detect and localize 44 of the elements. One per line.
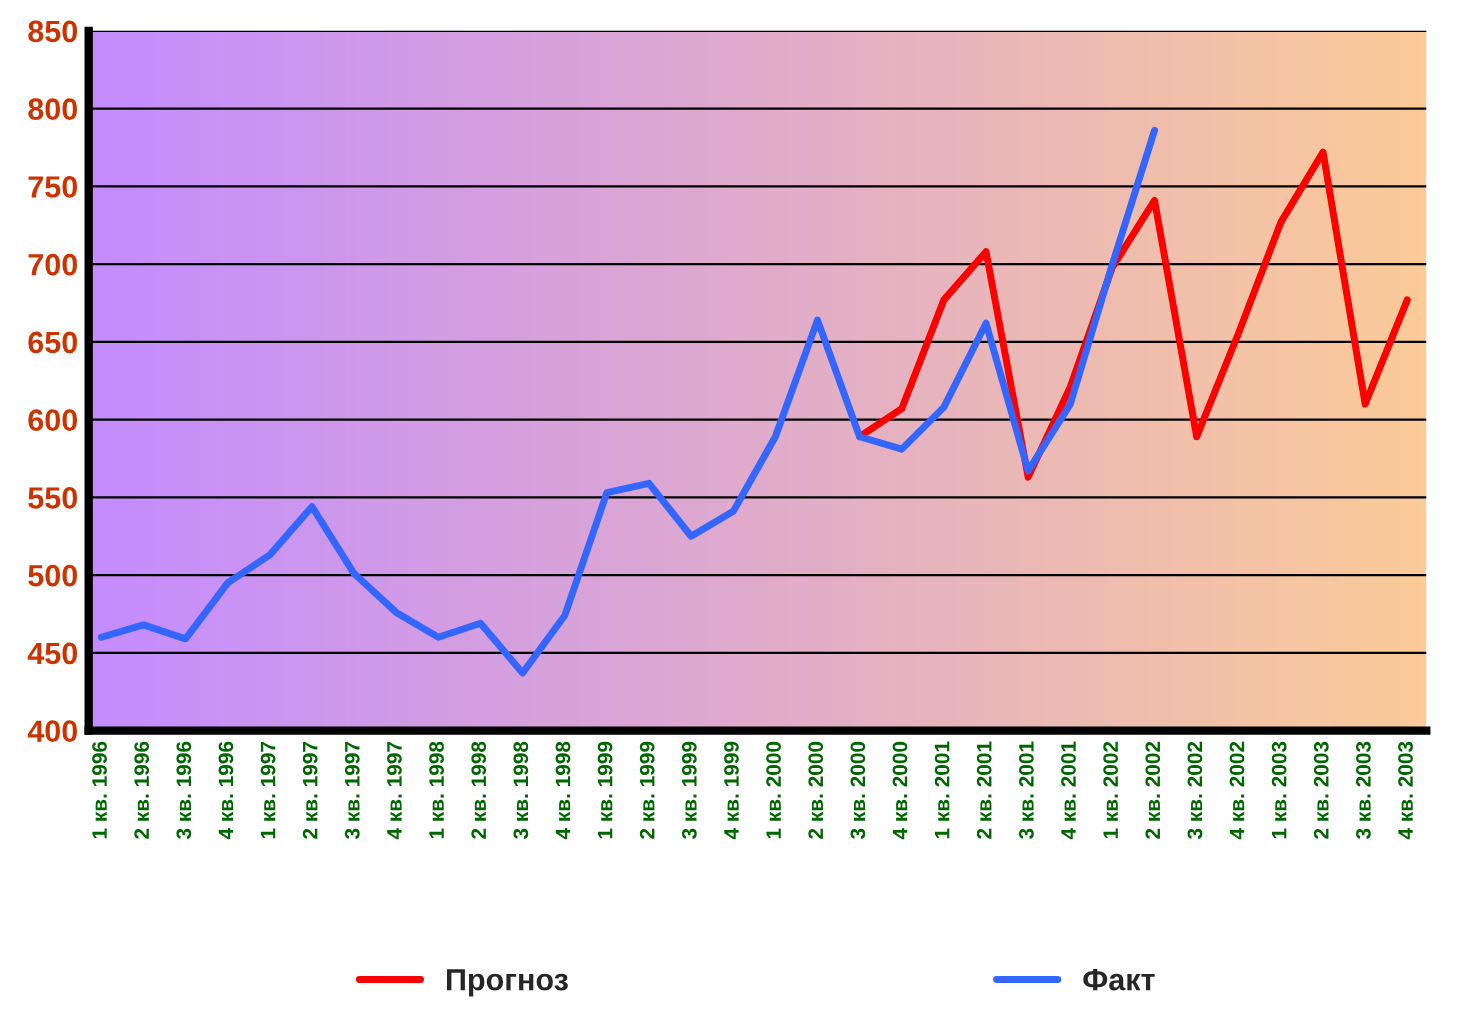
x-tick-label: 4 кв. 1996 bbox=[218, 741, 234, 840]
x-tick-label: 2 кв. 2000 bbox=[808, 741, 824, 839]
x-tick-label: 4 кв. 1998 bbox=[555, 741, 571, 840]
x-tick-label: 4 кв. 2000 bbox=[892, 741, 908, 840]
x-tick-label: 2 кв. 2001 bbox=[976, 741, 992, 839]
x-tick-label: 3 кв. 1999 bbox=[681, 741, 697, 840]
x-tick-label: 4 кв. 1997 bbox=[387, 741, 402, 840]
x-tick-label: 3 кв. 1996 bbox=[176, 741, 192, 840]
x-tick-label: 2 кв. 1996 bbox=[134, 741, 150, 839]
x-tick-label: 1 кв. 1997 bbox=[260, 741, 276, 839]
x-tick-label: 2 кв. 1998 bbox=[471, 741, 487, 839]
x-tick-label: 3 кв. 1997 bbox=[344, 741, 360, 840]
y-tick-label: 750 bbox=[28, 176, 78, 198]
y-tick-label: 700 bbox=[28, 253, 78, 276]
x-tick-label: 3 кв. 2003 bbox=[1356, 741, 1371, 840]
y-tick-label: 500 bbox=[28, 564, 78, 587]
y-tick-label: 550 bbox=[28, 487, 78, 509]
legend-label: Прогноз bbox=[447, 969, 568, 997]
x-tick-label: 3 кв. 2002 bbox=[1187, 741, 1203, 840]
x-tick-label: 4 кв. 2002 bbox=[1229, 741, 1245, 840]
x-tick-label: 3 кв. 2000 bbox=[850, 741, 866, 840]
x-tick-label: 1 кв. 1999 bbox=[597, 741, 613, 839]
y-tick-label: 800 bbox=[28, 98, 78, 120]
legend-label: Факт bbox=[1083, 968, 1155, 991]
x-tick-label: 4 кв. 2003 bbox=[1398, 741, 1413, 840]
x-tick-label: 2 кв. 1999 bbox=[639, 741, 655, 839]
x-tick-label: 2 кв. 2002 bbox=[1145, 741, 1161, 839]
x-tick-label: 1 кв. 2003 bbox=[1271, 741, 1287, 839]
x-tick-label: 3 кв. 2001 bbox=[1018, 741, 1034, 840]
x-tick-label: 1 кв. 1996 bbox=[92, 741, 107, 839]
x-tick-label: 3 кв. 1998 bbox=[513, 741, 529, 840]
x-tick-label: 1 кв. 2000 bbox=[766, 741, 781, 839]
y-tick-label: 650 bbox=[28, 331, 78, 354]
y-tick-label: 400 bbox=[27, 720, 78, 742]
y-tick-label: 600 bbox=[28, 409, 78, 431]
x-tick-label: 4 кв. 2001 bbox=[1061, 741, 1076, 840]
x-tick-label: 4 кв. 1999 bbox=[724, 741, 739, 840]
x-tick-label: 2 кв. 2003 bbox=[1313, 741, 1329, 839]
y-tick-label: 850 bbox=[28, 20, 78, 43]
x-tick-label: 1 кв. 2001 bbox=[934, 741, 950, 839]
y-tick-label: 450 bbox=[27, 642, 78, 665]
x-tick-label: 1 кв. 1998 bbox=[429, 741, 444, 839]
x-tick-label: 2 кв. 1997 bbox=[302, 741, 318, 839]
x-tick-label: 1 кв. 2002 bbox=[1103, 741, 1118, 839]
